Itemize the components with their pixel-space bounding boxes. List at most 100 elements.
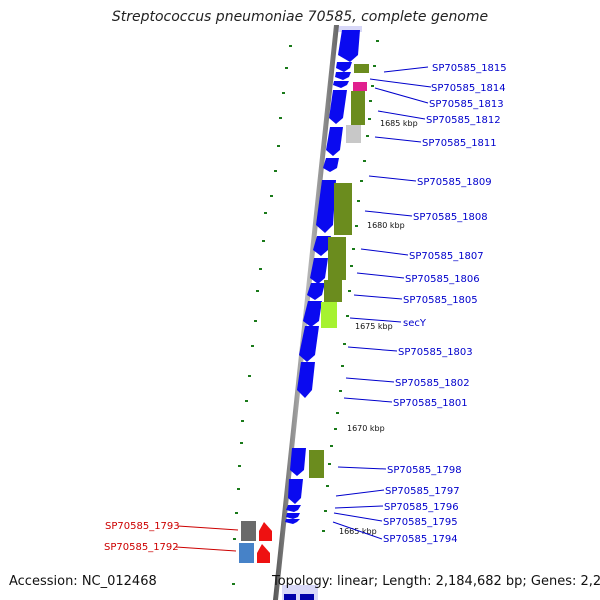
gene-arrow bbox=[303, 301, 322, 327]
gene-arrow bbox=[259, 522, 272, 541]
gene-arrow bbox=[335, 72, 351, 80]
gene-box bbox=[334, 183, 352, 235]
guide-dot bbox=[238, 465, 241, 467]
map-title: Streptococcus pneumoniae 70585, complete… bbox=[111, 9, 489, 25]
scale-tick bbox=[352, 248, 355, 250]
scale-tick bbox=[350, 265, 353, 267]
scale-tick bbox=[339, 390, 342, 392]
guide-dot bbox=[289, 45, 292, 47]
guide-dots bbox=[232, 45, 292, 585]
gene-arrow bbox=[323, 158, 339, 172]
label-leader-lines-red bbox=[175, 525, 239, 552]
guide-dot bbox=[262, 240, 265, 242]
kbp-label: 1670 kbp bbox=[347, 424, 385, 433]
gene-box bbox=[328, 237, 346, 280]
gene-arrow bbox=[310, 258, 328, 284]
guide-dot bbox=[274, 170, 277, 172]
gene-label: SP70585_1792 bbox=[104, 542, 179, 553]
guide-dot bbox=[240, 442, 243, 444]
kbp-scale: 1685 kbp 1680 kbp 1675 kbp 1670 kbp 1665… bbox=[339, 119, 418, 536]
gene-arrow bbox=[329, 90, 347, 124]
gene-arrow bbox=[286, 505, 301, 512]
gene-arrow bbox=[290, 448, 306, 476]
gene-label: SP70585_1807 bbox=[409, 251, 484, 262]
strand-faint-top bbox=[282, 26, 362, 600]
gene-label: SP70585_1806 bbox=[405, 274, 480, 285]
gene-features bbox=[239, 30, 369, 563]
guide-dot bbox=[270, 195, 273, 197]
scale-tick bbox=[369, 100, 372, 102]
kbp-label: 1685 kbp bbox=[380, 119, 418, 128]
scale-tick bbox=[376, 40, 379, 42]
gene-box bbox=[351, 91, 365, 125]
scale-tick bbox=[343, 343, 346, 345]
guide-dot bbox=[245, 400, 248, 402]
guide-dot bbox=[248, 375, 251, 377]
scale-tick bbox=[336, 412, 339, 414]
guide-dot bbox=[237, 488, 240, 490]
scale-tick bbox=[360, 180, 363, 182]
scale-tick bbox=[330, 445, 333, 447]
right-gene-labels: SP70585_1815 SP70585_1814 SP70585_1813 S… bbox=[383, 63, 507, 545]
guide-dot bbox=[254, 320, 257, 322]
gene-box bbox=[321, 302, 337, 328]
guide-dot bbox=[277, 145, 280, 147]
gene-label: SP70585_1795 bbox=[383, 517, 458, 528]
gene-label: SP70585_1813 bbox=[429, 99, 504, 110]
gene-arrow bbox=[257, 544, 270, 563]
scale-tick bbox=[341, 365, 344, 367]
gene-label: SP70585_1809 bbox=[417, 177, 492, 188]
gene-box bbox=[354, 64, 369, 73]
gene-label: SP70585_1815 bbox=[432, 63, 507, 74]
guide-dot bbox=[233, 538, 236, 540]
gene-arrow bbox=[286, 513, 300, 519]
gene-arrow bbox=[316, 180, 336, 233]
gene-arrow bbox=[326, 127, 343, 156]
guide-dot bbox=[282, 92, 285, 94]
guide-dot bbox=[259, 268, 262, 270]
guide-dot bbox=[241, 420, 244, 422]
scale-tick bbox=[348, 290, 351, 292]
left-gene-labels: SP70585_1793 SP70585_1792 bbox=[104, 521, 180, 553]
green-ticks bbox=[322, 40, 379, 532]
guide-dot bbox=[235, 512, 238, 514]
gene-box bbox=[241, 521, 256, 541]
gene-box bbox=[239, 543, 254, 563]
gene-arrow bbox=[307, 283, 325, 300]
guide-dot bbox=[232, 583, 235, 585]
scale-tick bbox=[368, 118, 371, 120]
guide-dot bbox=[251, 345, 254, 347]
guide-dot bbox=[285, 67, 288, 69]
scale-tick bbox=[326, 485, 329, 487]
scale-tick bbox=[346, 315, 349, 317]
kbp-label: 1665 kbp bbox=[339, 527, 377, 536]
gene-label: SP70585_1812 bbox=[426, 115, 501, 126]
accession-text: Accession: NC_012468 bbox=[9, 574, 157, 589]
guide-dot bbox=[264, 212, 267, 214]
gene-arrow bbox=[338, 30, 360, 62]
gene-label: SP70585_1797 bbox=[385, 486, 460, 497]
scale-tick bbox=[373, 65, 376, 67]
gene-arrow bbox=[288, 479, 303, 504]
scale-tick bbox=[357, 200, 360, 202]
gene-box bbox=[309, 450, 324, 478]
guide-dot bbox=[256, 290, 259, 292]
gene-arrow bbox=[336, 62, 352, 72]
scale-tick bbox=[371, 85, 374, 87]
gene-label: SP70585_1793 bbox=[105, 521, 180, 532]
gene-arrow bbox=[285, 519, 300, 524]
gene-label: SP70585_1801 bbox=[393, 398, 468, 409]
scale-tick bbox=[324, 510, 327, 512]
gene-box bbox=[346, 125, 361, 143]
scale-tick bbox=[328, 463, 331, 465]
gene-label: SP70585_1798 bbox=[387, 465, 462, 476]
kbp-label: 1680 kbp bbox=[367, 221, 405, 230]
scale-tick bbox=[322, 530, 325, 532]
scale-tick bbox=[334, 428, 337, 430]
gene-label: SP70585_1808 bbox=[413, 212, 488, 223]
gene-label: SP70585_1796 bbox=[384, 502, 459, 513]
scale-tick bbox=[366, 135, 369, 137]
gene-label: SP70585_1805 bbox=[403, 295, 478, 306]
label-leader-lines bbox=[332, 66, 432, 540]
scale-tick bbox=[363, 160, 366, 162]
